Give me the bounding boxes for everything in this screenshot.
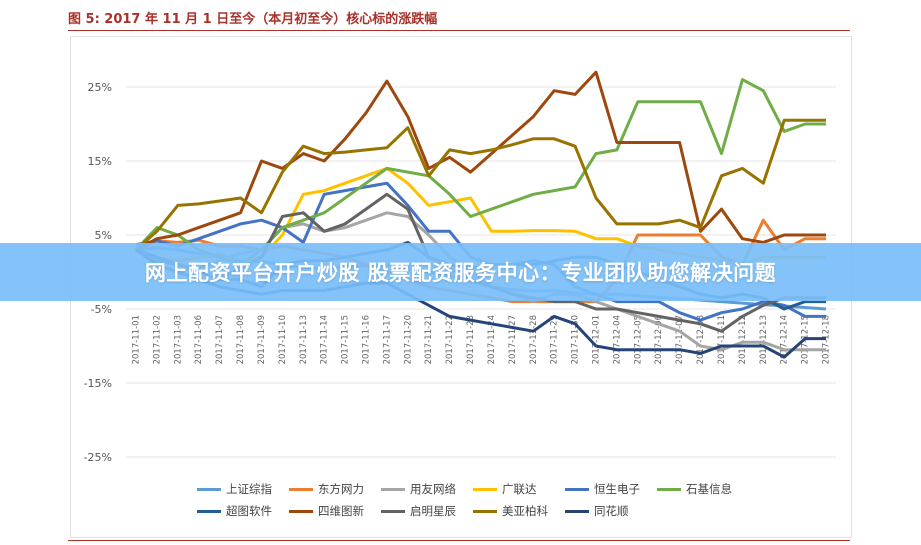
y-axis-labels: 25% 15% 5% -5% -15% -25% [84,81,112,464]
chart-series-lines [134,70,827,359]
x-tick-label: 2017-12-06 [654,315,664,364]
legend-label: 美亚柏科 [502,504,548,518]
x-tick-label: 2017-12-11 [717,315,727,364]
chart-legend: 上证综指 东方网力 用友网络 广联达 恒生电子 石基信息超图软件 四维图新 启明星辰 美亚柏科 同… [197,478,797,522]
x-tick-label: 2017-11-15 [341,315,351,364]
legend-swatch [381,509,405,513]
y-tick-label: -15% [84,377,112,390]
y-tick-label: 5% [95,229,112,242]
legend-item: 上证综指 [197,481,289,497]
x-tick-label: 2017-11-30 [571,315,581,364]
legend-label: 超图软件 [226,504,272,518]
x-tick-label: 2017-11-07 [215,315,225,364]
x-tick-label: 2017-12-01 [592,315,602,364]
x-tick-label: 2017-11-23 [466,315,476,364]
legend-item: 用友网络 [381,481,473,497]
legend-label: 用友网络 [410,482,456,496]
legend-label: 东方网力 [318,482,364,496]
legend-label: 恒生电子 [594,482,640,496]
legend-swatch [197,509,221,513]
x-tick-label: 2017-11-08 [236,315,246,364]
x-tick-label: 2017-11-17 [382,315,392,364]
x-tick-label: 2017-11-13 [299,315,309,364]
x-tick-label: 2017-12-08 [696,315,706,364]
x-tick-label: 2017-11-24 [487,315,497,364]
legend-row: 超图软件 四维图新 启明星辰 美亚柏科 同花顺 [197,500,797,522]
legend-item: 恒生电子 [565,481,657,497]
legend-swatch [473,487,497,491]
x-tick-label: 2017-11-16 [362,315,372,364]
legend-label: 石基信息 [686,482,732,496]
series-line-美亚柏科 [135,118,826,251]
x-tick-label: 2017-11-27 [508,315,518,364]
legend-swatch [289,487,313,491]
x-tick-label: 2017-11-10 [278,315,288,364]
legend-label: 同花顺 [594,504,629,518]
legend-swatch [565,509,589,513]
x-tick-label: 2017-11-06 [194,315,204,364]
legend-label: 上证综指 [226,482,272,496]
y-tick-label: -5% [91,303,112,316]
legend-item: 石基信息 [657,481,749,497]
x-tick-label: 2017-11-29 [550,315,560,364]
x-tick-label: 2017-11-22 [445,315,455,364]
y-tick-label: 25% [88,81,112,94]
y-tick-label: 15% [88,155,112,168]
x-tick-label: 2017-11-28 [529,315,539,364]
x-tick-label: 2017-12-13 [759,315,769,364]
series-line-石基信息 [134,78,826,267]
legend-item: 同花顺 [565,503,657,519]
x-tick-label: 2017-11-02 [152,315,162,364]
x-tick-label: 2017-12-05 [633,315,643,364]
x-tick-label: 2017-11-21 [424,315,434,364]
legend-label: 启明星辰 [410,504,456,518]
bottom-rule [68,540,850,541]
legend-label: 广联达 [502,482,537,496]
legend-swatch [289,509,313,513]
x-tick-label: 2017-11-14 [320,315,330,364]
legend-swatch [473,509,497,513]
x-tick-label: 2017-11-01 [132,315,142,364]
legend-item: 超图软件 [197,503,289,519]
promo-banner[interactable]: 网上配资平台开户炒股 股票配资服务中心：专业团队助您解决问题 [0,243,921,301]
figure-title: 图 5: 2017 年 11 月 1 日至今（本月初至今）核心标的涨跌幅 [68,12,438,27]
legend-row: 上证综指 东方网力 用友网络 广联达 恒生电子 石基信息 [197,478,797,500]
legend-item: 四维图新 [289,503,381,519]
legend-swatch [381,487,405,491]
promo-banner-text[interactable]: 网上配资平台开户炒股 股票配资服务中心：专业团队助您解决问题 [144,261,777,285]
legend-item: 美亚柏科 [473,503,565,519]
x-tick-label: 2017-11-09 [257,315,267,364]
legend-item: 广联达 [473,481,565,497]
x-tick-label: 2017-12-07 [675,315,685,364]
legend-swatch [197,487,221,491]
x-tick-label: 2017-12-14 [780,315,790,364]
series-line-四维图新 [135,70,826,252]
chart-grid [126,86,836,458]
legend-swatch [565,487,589,491]
legend-item: 东方网力 [289,481,381,497]
x-tick-label: 2017-12-12 [738,315,748,364]
y-tick-label: -25% [84,451,112,464]
x-tick-label: 2017-11-20 [403,315,413,364]
legend-swatch [657,487,681,491]
x-axis-labels: 2017-11-01 2017-11-02 2017-11-03 2017-11-06… [132,315,832,364]
x-tick-label: 2017-11-03 [173,315,183,364]
title-rule [68,30,850,31]
x-tick-label: 2017-12-04 [612,315,622,364]
legend-item: 启明星辰 [381,503,473,519]
legend-label: 四维图新 [318,504,364,518]
x-tick-label: 2017-12-18 [822,315,832,364]
